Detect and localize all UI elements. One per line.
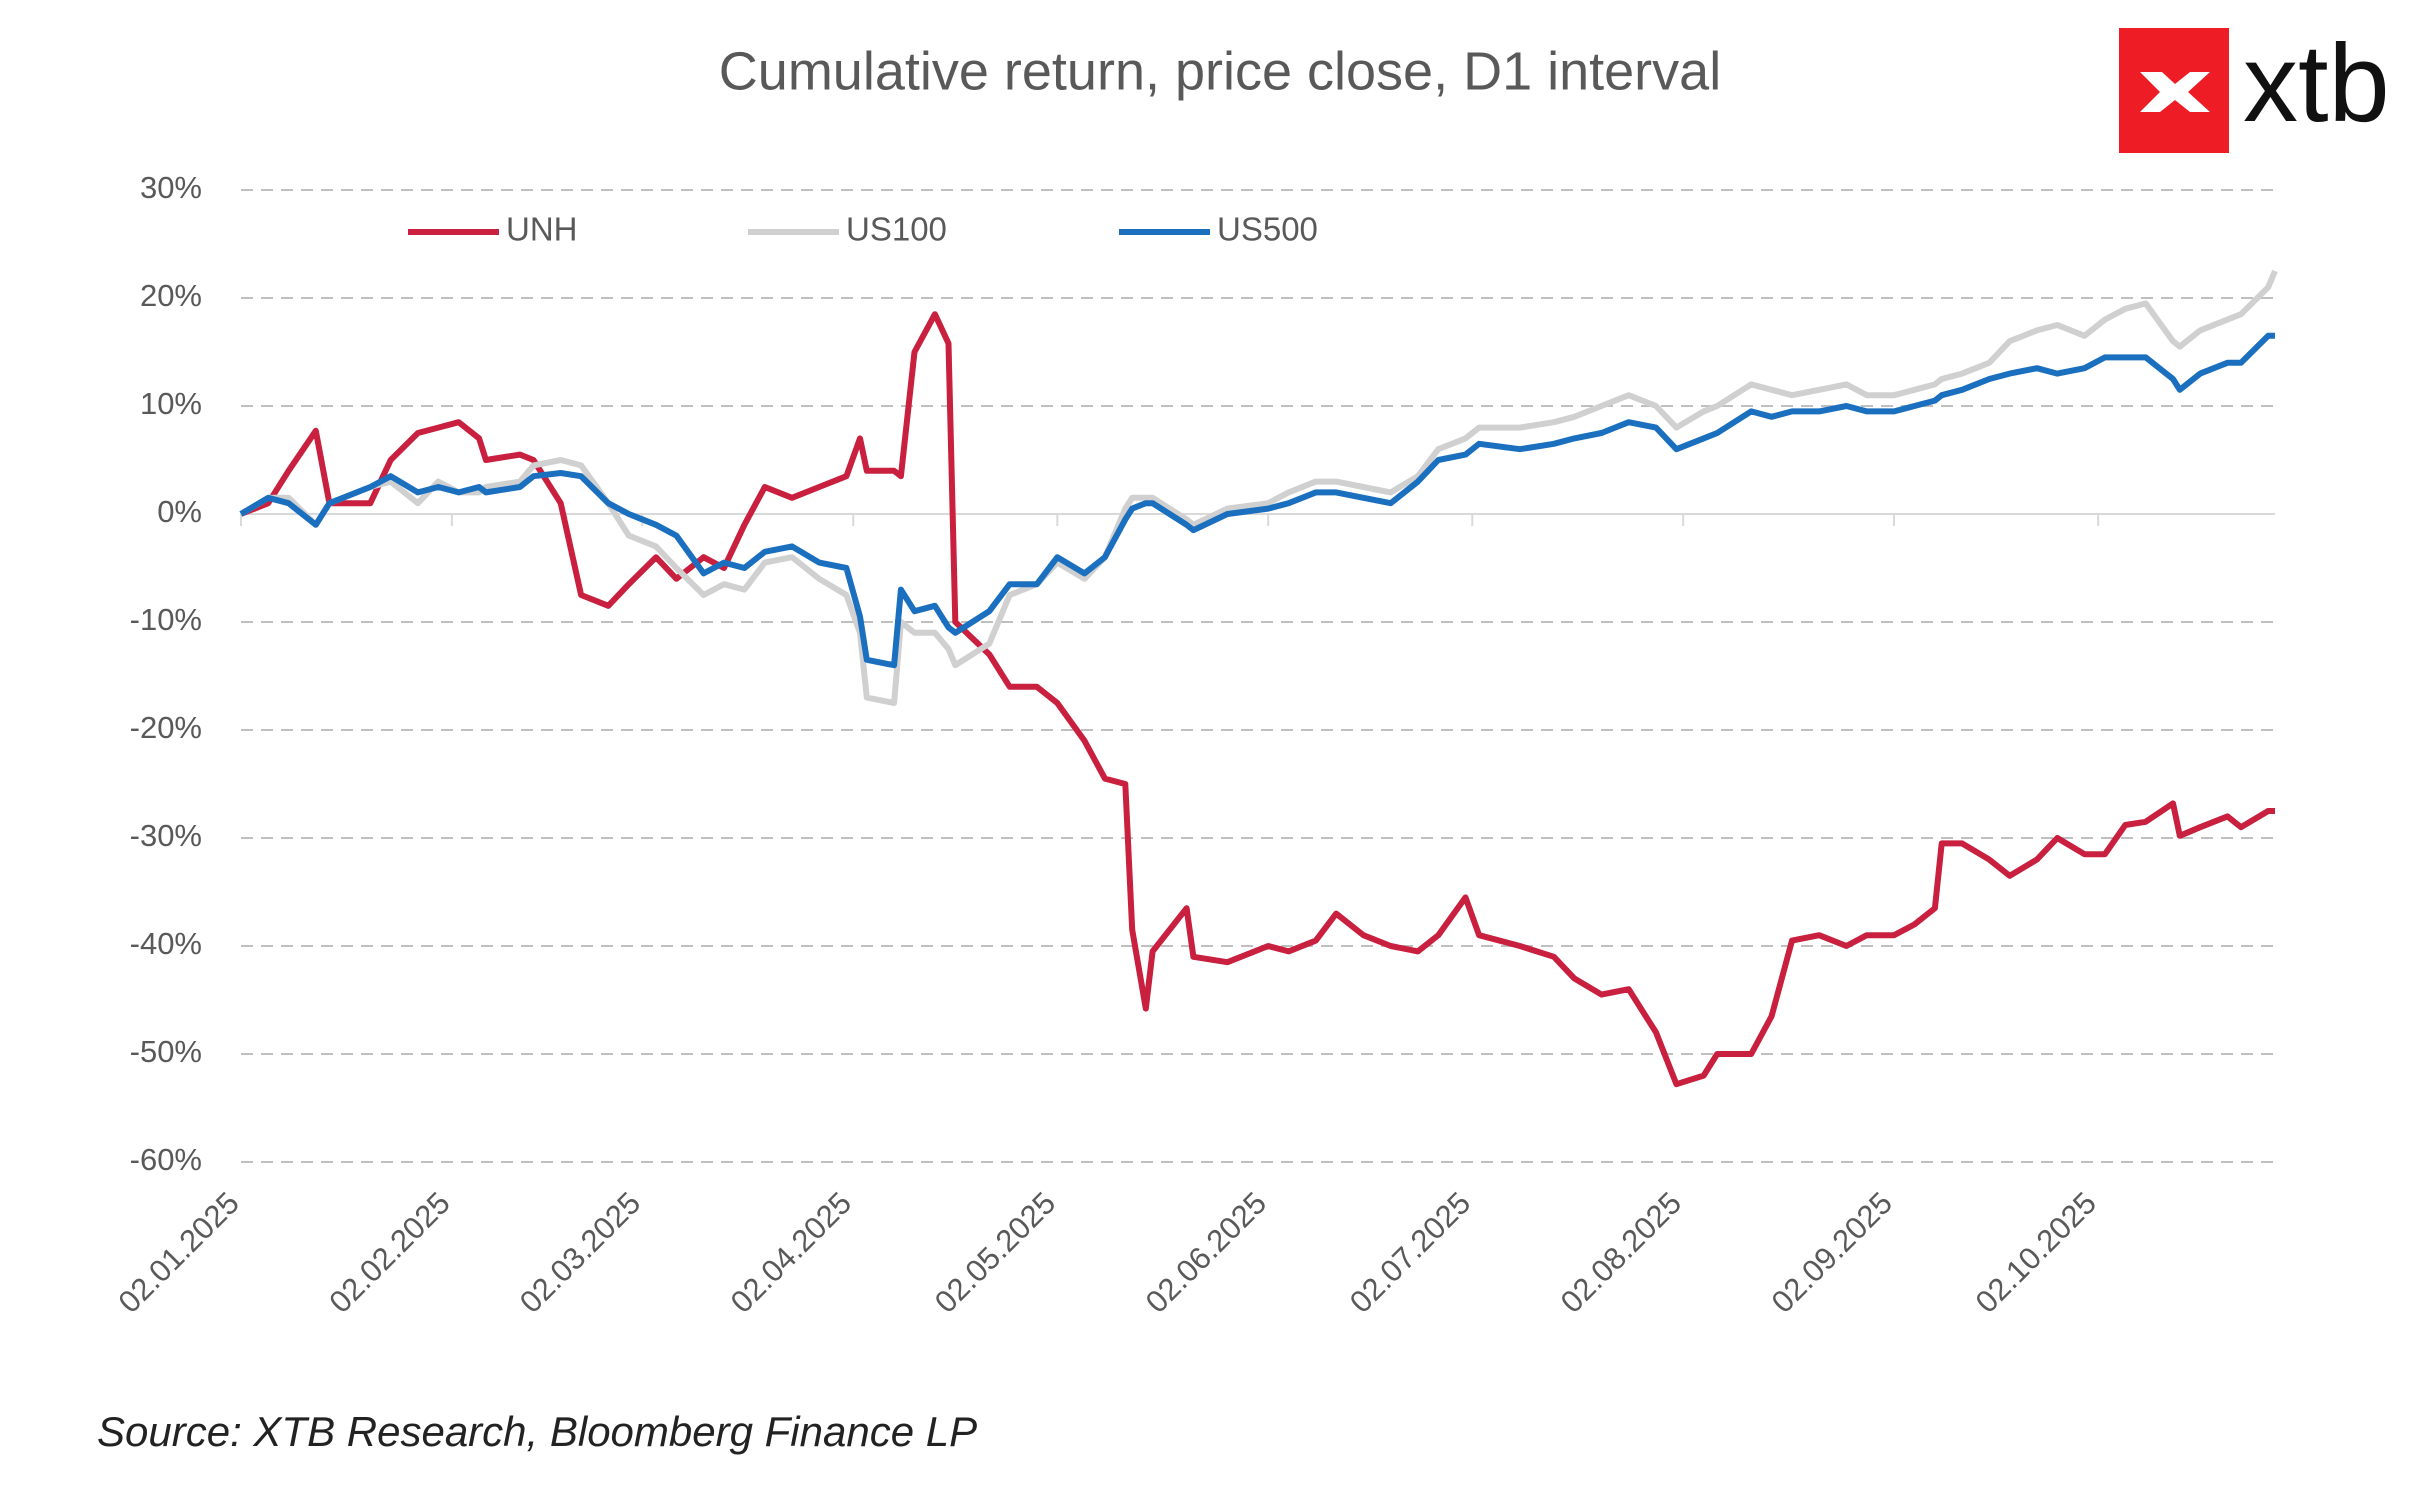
- y-tick-label: -40%: [130, 926, 202, 961]
- y-tick-label: -50%: [130, 1034, 202, 1069]
- y-tick-label: 30%: [140, 170, 202, 205]
- logo-icon: [2140, 72, 2210, 112]
- y-tick-label: -20%: [130, 710, 202, 745]
- y-tick-label: 10%: [140, 386, 202, 421]
- x-tick-label: 02.01.2025: [111, 1185, 245, 1319]
- x-tick-label: 02.05.2025: [928, 1185, 1062, 1319]
- chart-title: Cumulative return, price close, D1 inter…: [719, 41, 1721, 101]
- series-line: [239, 269, 2278, 706]
- legend-label: US500: [1217, 211, 1318, 248]
- legend-label: US100: [846, 211, 947, 248]
- x-tick-label: 02.06.2025: [1139, 1185, 1273, 1319]
- y-tick-label: 0%: [157, 494, 202, 529]
- y-tick-label: -30%: [130, 818, 202, 853]
- x-tick-label: 02.07.2025: [1343, 1185, 1477, 1319]
- x-tick-label: 02.03.2025: [513, 1185, 647, 1319]
- x-tick-label: 02.02.2025: [322, 1185, 456, 1319]
- x-tick-label: 02.10.2025: [1969, 1185, 2103, 1319]
- y-tick-label: 20%: [140, 278, 202, 313]
- logo: xtb: [2119, 22, 2390, 153]
- x-tick-label: 02.09.2025: [1765, 1185, 1899, 1319]
- y-tick-label: -10%: [130, 602, 202, 637]
- legend-label: UNH: [506, 211, 578, 248]
- series-line: [239, 311, 2275, 1088]
- y-tick-label: -60%: [130, 1142, 202, 1177]
- x-tick-label: 02.08.2025: [1554, 1185, 1688, 1319]
- series-line: [239, 332, 2275, 669]
- x-tick-label: 02.04.2025: [724, 1185, 858, 1319]
- source-note: Source: XTB Research, Bloomberg Finance …: [97, 1408, 977, 1455]
- logo-text: xtb: [2243, 22, 2390, 145]
